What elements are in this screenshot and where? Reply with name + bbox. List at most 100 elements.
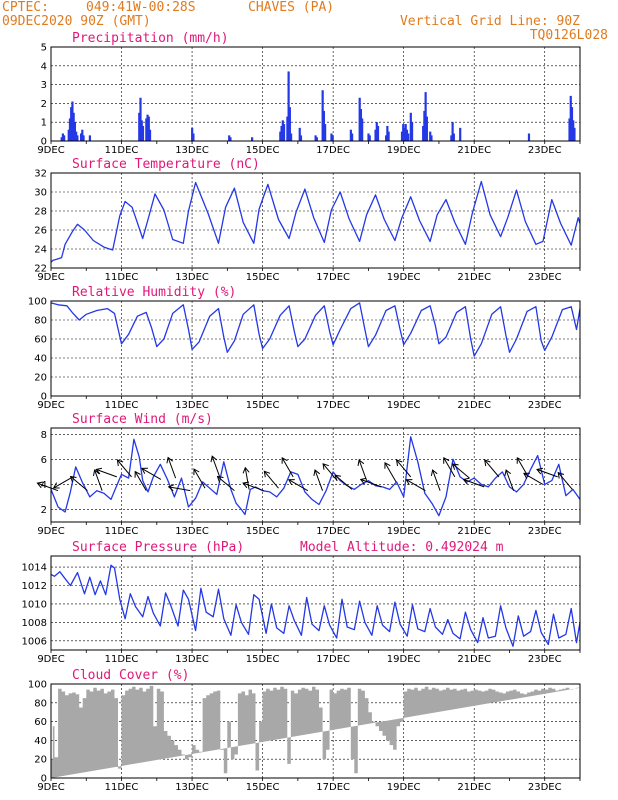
pressure-xtick-label: 9DEC (37, 654, 64, 665)
precip-frame (50, 46, 581, 142)
rh-line (50, 302, 581, 357)
precip-bar (375, 122, 378, 141)
wind-arrow (263, 470, 279, 489)
rh-ytick-label: 40 (34, 354, 47, 365)
wind-arrow (193, 468, 206, 489)
precip-bar (349, 129, 352, 141)
pressure-annotation: Model Altitude: 0.492024 m (300, 540, 504, 555)
wind-arrow-head (430, 469, 438, 476)
precip-bar (289, 133, 293, 141)
wind-line (50, 436, 581, 517)
cloud-xtick-label: 15DEC (246, 782, 280, 793)
precip-bar (429, 131, 432, 141)
pressure-xtick-label: 15DEC (246, 654, 280, 665)
wind-arrow (217, 476, 235, 492)
wind-arrow-head (536, 467, 543, 475)
temp-xtick-label: 15DEC (246, 272, 280, 283)
precip-bar (368, 135, 371, 141)
precip-bar (572, 120, 575, 141)
wind-xtick-label: 11DEC (105, 526, 139, 537)
pressure-xtick-label: 23DEC (528, 654, 562, 665)
cloud-ytick-label: 100 (28, 680, 47, 691)
precip-bar (68, 118, 72, 141)
wind-arrow-head (141, 467, 148, 474)
wind-xtick-label: 13DEC (175, 526, 209, 537)
cloud-title: Cloud Cover (%) (72, 668, 189, 683)
wind-arrow (314, 469, 324, 491)
temp-xtick-label: 11DEC (105, 272, 139, 283)
rh-xtick-label: 19DEC (387, 400, 421, 411)
wind-arrow (406, 479, 426, 492)
precip-bar (147, 116, 150, 141)
precip-bar (60, 137, 63, 141)
temp-title: Surface Temperature (nC) (72, 157, 260, 172)
precip-bar (330, 133, 333, 141)
wind-arrow-head (193, 468, 200, 476)
precip-bar (450, 135, 453, 141)
wind-arrow-head (287, 479, 295, 486)
wind-arrow-head (166, 456, 174, 464)
precip-bar (459, 127, 462, 141)
pressure-title: Surface Pressure (hPa) (72, 540, 244, 555)
precip-bar (148, 129, 152, 141)
precip-bar (280, 125, 283, 141)
cloud-ytick-label: 40 (34, 736, 47, 747)
pressure-xtick-label: 19DEC (387, 654, 421, 665)
cloud-ytick-label: 20 (34, 755, 47, 766)
wind-arrow-head (69, 475, 77, 483)
header-source: CPTEC: (2, 0, 49, 15)
precip-bar (403, 127, 406, 141)
precip-bar (138, 112, 141, 141)
wind-arrow (288, 479, 309, 492)
wind-arrow (211, 456, 221, 478)
wind-arrow (168, 486, 191, 492)
cloud-ytick-label: 0 (41, 774, 47, 785)
precip-bar (81, 129, 84, 141)
wind-arrow-head (484, 459, 491, 467)
cloud-xtick-label: 23DEC (528, 782, 562, 793)
temp-ytick-label: 26 (34, 226, 47, 237)
precip-bar (299, 135, 303, 141)
cloud-frame (50, 683, 581, 779)
wind-arrow (281, 457, 294, 478)
wind-arrow-head (167, 484, 175, 492)
pressure-xtick-label: 11DEC (105, 654, 139, 665)
precip-bar (229, 137, 232, 141)
precip-bar (282, 124, 286, 141)
precip-xtick-label: 17DEC (316, 145, 350, 156)
wind-title: Surface Wind (m/s) (72, 412, 213, 427)
rh-xtick-label: 9DEC (37, 400, 64, 411)
wind-arrow-head (242, 481, 250, 489)
precip-bar (407, 133, 410, 141)
wind-arrow (484, 459, 500, 478)
precip-bar (451, 122, 454, 141)
pressure-xtick-label: 13DEC (175, 654, 209, 665)
precip-bar (71, 101, 74, 141)
rh-xtick-label: 23DEC (528, 400, 562, 411)
precip-bar (192, 133, 195, 141)
precip-bar (324, 124, 327, 141)
wind-arrow (95, 468, 118, 478)
precip-bar (361, 118, 364, 141)
wind-xtick-label: 19DEC (387, 526, 421, 537)
wind-arrow-head (134, 470, 141, 478)
wind-ytick-label: 8 (41, 430, 47, 441)
wind-arrow-head (242, 466, 250, 474)
wind-arrow-head (116, 459, 124, 467)
precip-xtick-label: 15DEC (246, 145, 280, 156)
precip-bar (321, 90, 324, 141)
precip-bar (146, 114, 149, 141)
wind-xtick-label: 23DEC (528, 526, 562, 537)
temp-frame (50, 172, 581, 269)
wind-arrow (334, 474, 353, 490)
wind-arrow-head (405, 479, 413, 486)
precip-bar (573, 127, 576, 141)
wind-arrow-head (451, 463, 459, 470)
precip-bar (281, 120, 284, 141)
precip-xtick-label: 21DEC (457, 145, 491, 156)
temp-xtick-label: 21DEC (457, 272, 491, 283)
rh-ytick-label: 80 (34, 316, 47, 327)
rh-xtick-label: 17DEC (316, 400, 350, 411)
wind-arrow (70, 476, 88, 492)
precip-bar (387, 131, 390, 141)
